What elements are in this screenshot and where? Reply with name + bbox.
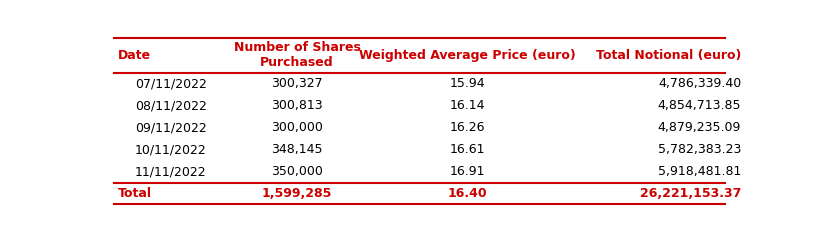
Text: 16.61: 16.61: [450, 143, 485, 156]
Text: 16.91: 16.91: [450, 165, 485, 178]
Text: 4,854,713.85: 4,854,713.85: [658, 99, 741, 112]
Text: Weighted Average Price (euro): Weighted Average Price (euro): [359, 49, 576, 62]
Text: Date: Date: [117, 49, 150, 62]
Text: 10/11/2022: 10/11/2022: [135, 143, 207, 156]
Text: 07/11/2022: 07/11/2022: [135, 77, 207, 90]
Text: 1,599,285: 1,599,285: [262, 187, 333, 200]
Text: 16.40: 16.40: [447, 187, 487, 200]
Text: 09/11/2022: 09/11/2022: [135, 121, 207, 134]
Text: 26,221,153.37: 26,221,153.37: [640, 187, 741, 200]
Text: 300,813: 300,813: [272, 99, 323, 112]
Text: Total Notional (euro): Total Notional (euro): [596, 49, 741, 62]
Text: 16.14: 16.14: [450, 99, 485, 112]
Text: 08/11/2022: 08/11/2022: [135, 99, 207, 112]
Text: 5,782,383.23: 5,782,383.23: [658, 143, 741, 156]
Text: 16.26: 16.26: [450, 121, 485, 134]
Text: 5,918,481.81: 5,918,481.81: [658, 165, 741, 178]
Text: 350,000: 350,000: [271, 165, 323, 178]
Text: 11/11/2022: 11/11/2022: [135, 165, 207, 178]
Text: 348,145: 348,145: [272, 143, 323, 156]
Text: 300,327: 300,327: [272, 77, 323, 90]
Text: 4,879,235.09: 4,879,235.09: [658, 121, 741, 134]
Text: 15.94: 15.94: [450, 77, 485, 90]
Text: 4,786,339.40: 4,786,339.40: [658, 77, 741, 90]
Text: Total: Total: [117, 187, 151, 200]
Text: Number of Shares
Purchased: Number of Shares Purchased: [233, 41, 360, 69]
Text: 300,000: 300,000: [271, 121, 323, 134]
